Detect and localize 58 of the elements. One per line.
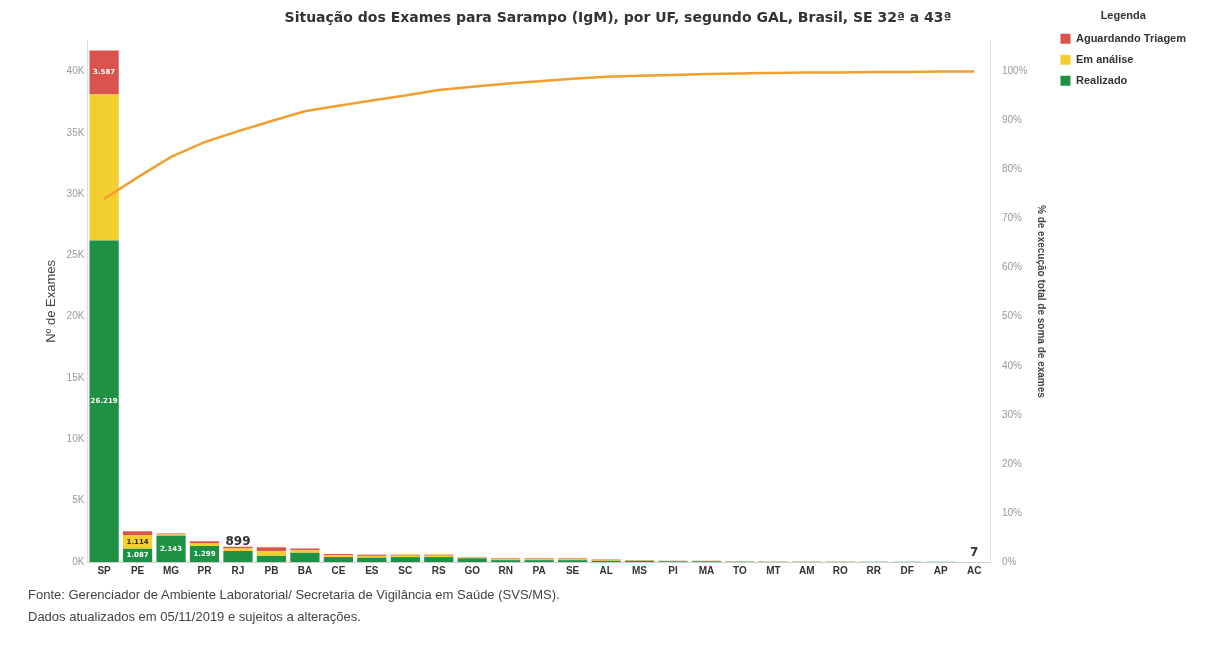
chart-title: Situação dos Exames para Sarampo (IgM), por UF, segundo GAL, Brasil, SE 32ª a 43ª: [284, 9, 952, 26]
x-tick-label: AP: [933, 564, 948, 576]
x-tick-label: ES: [365, 564, 379, 576]
x-tick-label: CE: [331, 564, 346, 576]
y2-tick-label: 10%: [1001, 506, 1023, 518]
y2-tick-label: 90%: [1001, 114, 1023, 126]
y2-tick-label: 100%: [1001, 65, 1028, 77]
x-tick-label: AL: [599, 564, 613, 576]
y-tick-label: 35K: [66, 126, 85, 138]
y-tick-label: 40K: [66, 65, 85, 77]
x-tick-label: PE: [130, 564, 145, 576]
legend-label: Realizado: [1075, 73, 1128, 86]
x-tick-label: TO: [733, 564, 747, 576]
x-tick-label: BA: [297, 564, 313, 576]
y2-tick-label: 20%: [1001, 457, 1023, 469]
y2-axis-title: % de execução total de soma de exames: [1035, 204, 1047, 399]
x-tick-label: AM: [799, 564, 815, 576]
x-tick-label: RO: [832, 564, 849, 576]
x-tick-label: RS: [431, 564, 447, 576]
x-tick-label: SE: [565, 564, 580, 576]
y-tick-label: 15K: [66, 371, 85, 383]
x-tick-label: MS: [632, 564, 648, 576]
x-tick-label: PA: [532, 564, 546, 576]
source-note: Fonte: Gerenciador de Ambiente Laboratorial/ Secretaria de Vigilância em Saúde (SVS/MS).: [28, 586, 561, 604]
x-tick-label: PB: [264, 564, 279, 576]
x-tick-label: PR: [197, 564, 213, 576]
x-tick-label: DF: [900, 564, 914, 576]
y-tick-label: 5K: [72, 494, 85, 506]
y-axis-title: Nº de Exames: [43, 259, 59, 343]
y2-tick-label: 0%: [1001, 555, 1017, 567]
data-label: 899: [225, 534, 251, 549]
legend-label: Aguardando Triagem: [1075, 31, 1187, 44]
y-tick-label: 30K: [66, 187, 85, 199]
x-tick-label: RJ: [231, 564, 245, 576]
legend-title: Legenda: [1100, 8, 1147, 21]
y2-tick-label: 60%: [1001, 261, 1023, 273]
y2-tick-label: 50%: [1001, 310, 1023, 322]
data-label: 7: [970, 545, 979, 560]
y2-tick-label: 40%: [1001, 359, 1023, 371]
x-tick-label: AC: [966, 564, 982, 576]
x-tick-label: SP: [97, 564, 112, 576]
text: Dados atualizados em 05/11/2019 e sujeitos a alterações.: [28, 608, 362, 626]
legend-label: Em análise: [1075, 52, 1134, 65]
x-tick-label: RR: [866, 564, 882, 576]
y2-tick-label: 70%: [1001, 212, 1023, 224]
y-tick-label: 25K: [66, 249, 85, 261]
y-tick-label: 20K: [66, 310, 85, 322]
y-tick-label: 0K: [72, 555, 85, 567]
y2-tick-label: 80%: [1001, 163, 1023, 175]
x-tick-label: MT: [766, 564, 781, 576]
x-tick-label: SC: [398, 564, 413, 576]
x-tick-label: PI: [668, 564, 678, 576]
y2-tick-label: 30%: [1001, 408, 1023, 420]
y-tick-label: 10K: [66, 433, 85, 445]
x-tick-label: MG: [163, 564, 180, 576]
x-tick-label: MA: [698, 564, 715, 576]
x-tick-label: RN: [498, 564, 513, 576]
x-tick-label: GO: [464, 564, 481, 576]
